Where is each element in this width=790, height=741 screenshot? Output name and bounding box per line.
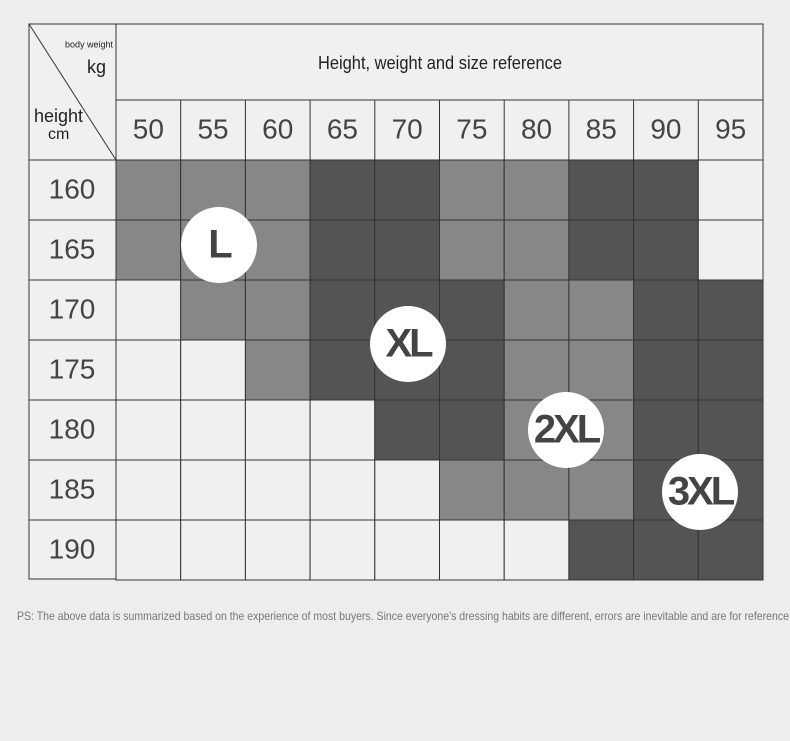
size-cell [697,219,764,281]
size-cell [568,279,635,341]
size-badge [181,207,257,283]
size-cell [633,399,699,461]
size-cell [244,159,311,221]
size-cell [439,399,505,461]
weight-label: 55 [197,113,228,144]
size-label: L [208,223,232,267]
size-cell [180,339,246,401]
title: Height, weight and size reference [318,53,562,73]
size-cell [180,459,246,521]
height-label: 170 [49,293,96,324]
size-cell [115,279,182,341]
size-cell [244,519,311,581]
size-cell [633,339,699,401]
size-badge [528,392,604,468]
size-cell [633,159,699,221]
size-cell [568,159,635,221]
corner-weight: body weight [65,39,114,49]
size-cell [115,519,182,581]
size-cell [697,339,764,401]
weight-label: 50 [133,113,164,144]
size-cell [115,399,182,461]
size-label: 2XL [534,408,601,452]
size-cell [697,159,764,221]
size-label: 3XL [668,470,735,514]
height-label: 185 [49,473,96,504]
size-cell [697,399,764,461]
height-label: 160 [49,173,96,204]
size-cell [503,459,570,521]
weight-label: 75 [456,113,487,144]
size-cell [309,159,376,221]
corner-diagonal [28,23,117,161]
size-cell [244,339,311,401]
weight-label: 60 [262,113,293,144]
footnote: PS: The above data is summarized based o… [17,609,789,623]
size-cell [180,399,246,461]
height-label: 190 [49,533,96,564]
size-cell [309,219,376,281]
size-cell [568,339,635,401]
size-cell [309,519,376,581]
size-cell [633,219,699,281]
weight-label: 80 [521,113,552,144]
weight-label: 85 [586,113,617,144]
size-cell [633,519,699,581]
size-cell [374,459,440,521]
size-cell [439,339,505,401]
size-cell [503,219,570,281]
weight-label: 65 [327,113,358,144]
size-cell [244,399,311,461]
size-cell [309,339,376,401]
size-cell [115,159,182,221]
size-cell [180,519,246,581]
size-cell [697,519,764,581]
size-cell [503,519,570,581]
size-label: XL [385,322,433,366]
size-cell [244,279,311,341]
weight-label: 70 [392,113,423,144]
size-cell [244,459,311,521]
size-cell [439,459,505,521]
size-cell [439,219,505,281]
corner-height-unit: cm [48,126,69,143]
size-cell [374,519,440,581]
size-cell [503,279,570,341]
size-cell [115,459,182,521]
weight-label: 90 [650,113,681,144]
size-badge [662,454,738,530]
size-cell [309,399,376,461]
size-badge [370,306,446,382]
size-cell [568,219,635,281]
size-cell [503,159,570,221]
size-cell [374,219,440,281]
corner-weight-unit: kg [87,57,106,77]
size-cell [633,279,699,341]
size-cell [309,279,376,341]
size-cell [374,159,440,221]
size-cell [568,459,635,521]
size-cell [180,279,246,341]
size-cell [697,279,764,341]
height-label: 165 [49,233,96,264]
size-cell [309,459,376,521]
weight-label: 95 [715,113,746,144]
corner-height: height [34,106,83,126]
size-cell [115,219,182,281]
size-cell [374,399,440,461]
height-label: 180 [49,413,96,444]
size-cell [503,339,570,401]
size-cell [439,159,505,221]
size-cell [439,279,505,341]
size-cell [115,339,182,401]
size-cell [439,519,505,581]
height-label: 175 [49,353,96,384]
size-cell [568,519,635,581]
